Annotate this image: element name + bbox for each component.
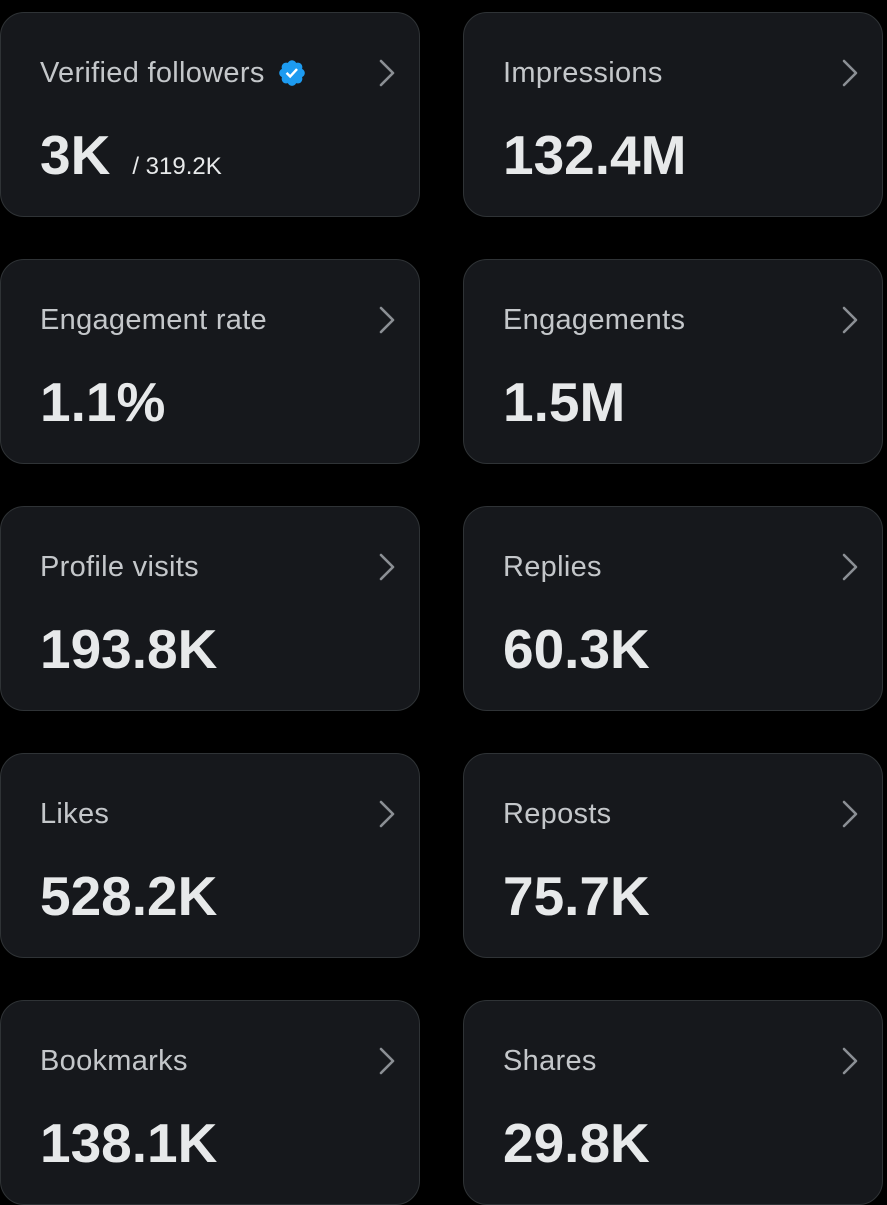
chevron-right-icon — [379, 553, 395, 581]
metric-value: 29.8K — [503, 1112, 650, 1174]
metric-value-row: 528.2K — [40, 869, 217, 924]
metric-label-row: Shares — [503, 1041, 597, 1081]
chevron-right-icon — [379, 59, 395, 87]
metric-label-row: Engagements — [503, 300, 685, 340]
metric-label: Engagements — [503, 303, 686, 336]
metric-card-reposts[interactable]: Reposts 75.7K — [463, 753, 883, 958]
chevron-right-icon — [379, 306, 395, 334]
metric-card-likes[interactable]: Likes 528.2K — [0, 753, 420, 958]
metric-card-engagements[interactable]: Engagements 1.5M — [463, 259, 883, 464]
chevron-right-icon — [379, 800, 395, 828]
metric-value-row: 75.7K — [503, 869, 650, 924]
metric-value: 60.3K — [503, 618, 650, 680]
metric-card-verified-followers[interactable]: Verified followers 3K / 319.2K — [0, 12, 420, 217]
metric-value-row: 193.8K — [40, 622, 217, 677]
metric-label-row: Likes — [40, 794, 109, 834]
metric-value-row: 60.3K — [503, 622, 650, 677]
metric-value-row: 1.5M — [503, 375, 625, 430]
metric-label-row: Engagement rate — [40, 300, 267, 340]
metric-label: Likes — [40, 797, 110, 830]
metric-value-row: 132.4M — [503, 128, 686, 183]
metric-card-replies[interactable]: Replies 60.3K — [463, 506, 883, 711]
chevron-right-icon — [842, 553, 858, 581]
metric-value: 132.4M — [503, 124, 687, 186]
chevron-right-icon — [379, 1047, 395, 1075]
metric-label: Reposts — [503, 797, 612, 830]
metric-value-row: 1.1% — [40, 375, 165, 430]
metric-card-engagement-rate[interactable]: Engagement rate 1.1% — [0, 259, 420, 464]
metric-label: Replies — [503, 550, 602, 583]
metric-value: 528.2K — [40, 865, 218, 927]
chevron-right-icon — [842, 800, 858, 828]
chevron-right-icon — [842, 306, 858, 334]
metric-label: Shares — [503, 1044, 597, 1077]
metric-value-row: 29.8K — [503, 1116, 650, 1171]
metric-card-shares[interactable]: Shares 29.8K — [463, 1000, 883, 1205]
metric-card-bookmarks[interactable]: Bookmarks 138.1K — [0, 1000, 420, 1205]
metric-value: 193.8K — [40, 618, 218, 680]
metric-value-row: 3K / 319.2K — [40, 128, 222, 183]
metric-value: 3K — [40, 124, 111, 186]
verified-badge-icon — [278, 60, 305, 86]
metric-value: 1.5M — [503, 371, 626, 433]
metric-card-profile-visits[interactable]: Profile visits 193.8K — [0, 506, 420, 711]
metric-label-row: Reposts — [503, 794, 612, 834]
metric-label: Impressions — [503, 56, 663, 89]
metric-value: 1.1% — [40, 371, 166, 433]
metric-label: Profile visits — [40, 550, 199, 583]
chevron-right-icon — [842, 1047, 858, 1075]
metric-value-row: 138.1K — [40, 1116, 217, 1171]
metric-value: 138.1K — [40, 1112, 218, 1174]
chevron-right-icon — [842, 59, 858, 87]
metric-card-impressions[interactable]: Impressions 132.4M — [463, 12, 883, 217]
metric-label: Engagement rate — [40, 303, 267, 336]
metric-value: 75.7K — [503, 865, 650, 927]
metric-label-row: Bookmarks — [40, 1041, 188, 1081]
metric-total-followers: / 319.2K — [132, 153, 222, 180]
metric-label-row: Impressions — [503, 53, 663, 93]
metric-label-row: Replies — [503, 547, 602, 587]
metric-label-row: Profile visits — [40, 547, 199, 587]
metric-label: Verified followers — [40, 56, 265, 89]
metric-label: Bookmarks — [40, 1044, 188, 1077]
metric-label-row: Verified followers — [40, 53, 307, 93]
